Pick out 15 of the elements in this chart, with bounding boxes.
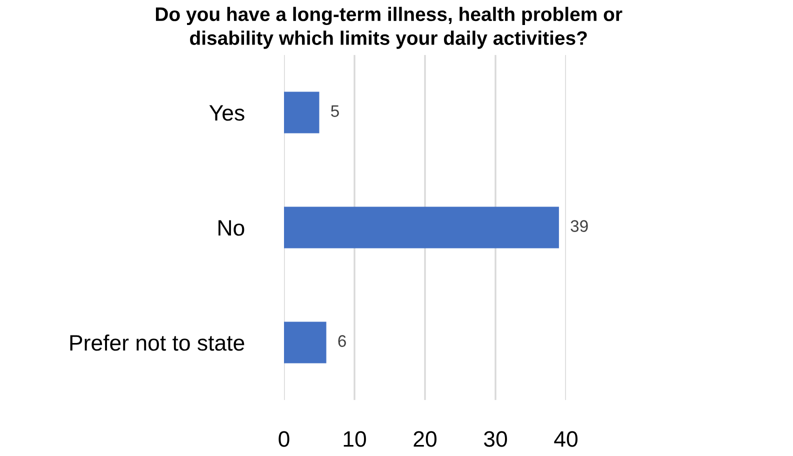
x-tick-label: 10 <box>344 431 366 447</box>
data-label: 6 <box>338 335 346 347</box>
data-label: 39 <box>570 220 588 232</box>
bar <box>284 322 326 364</box>
x-tick-label: 0 <box>278 431 290 447</box>
x-tick-label: 20 <box>414 431 436 447</box>
y-tick-label: Prefer not to state <box>70 334 244 351</box>
y-tick-label: No <box>218 220 244 236</box>
data-label: 5 <box>331 105 339 117</box>
bar <box>284 92 320 134</box>
bar <box>284 206 559 248</box>
x-tick-label: 40 <box>554 431 578 447</box>
y-tick-label: Yes <box>209 105 244 121</box>
x-tick-label: 30 <box>484 431 507 447</box>
chart-title: Do you have a long-term illness, health problem or disability which limits your daily activities? <box>156 6 622 49</box>
